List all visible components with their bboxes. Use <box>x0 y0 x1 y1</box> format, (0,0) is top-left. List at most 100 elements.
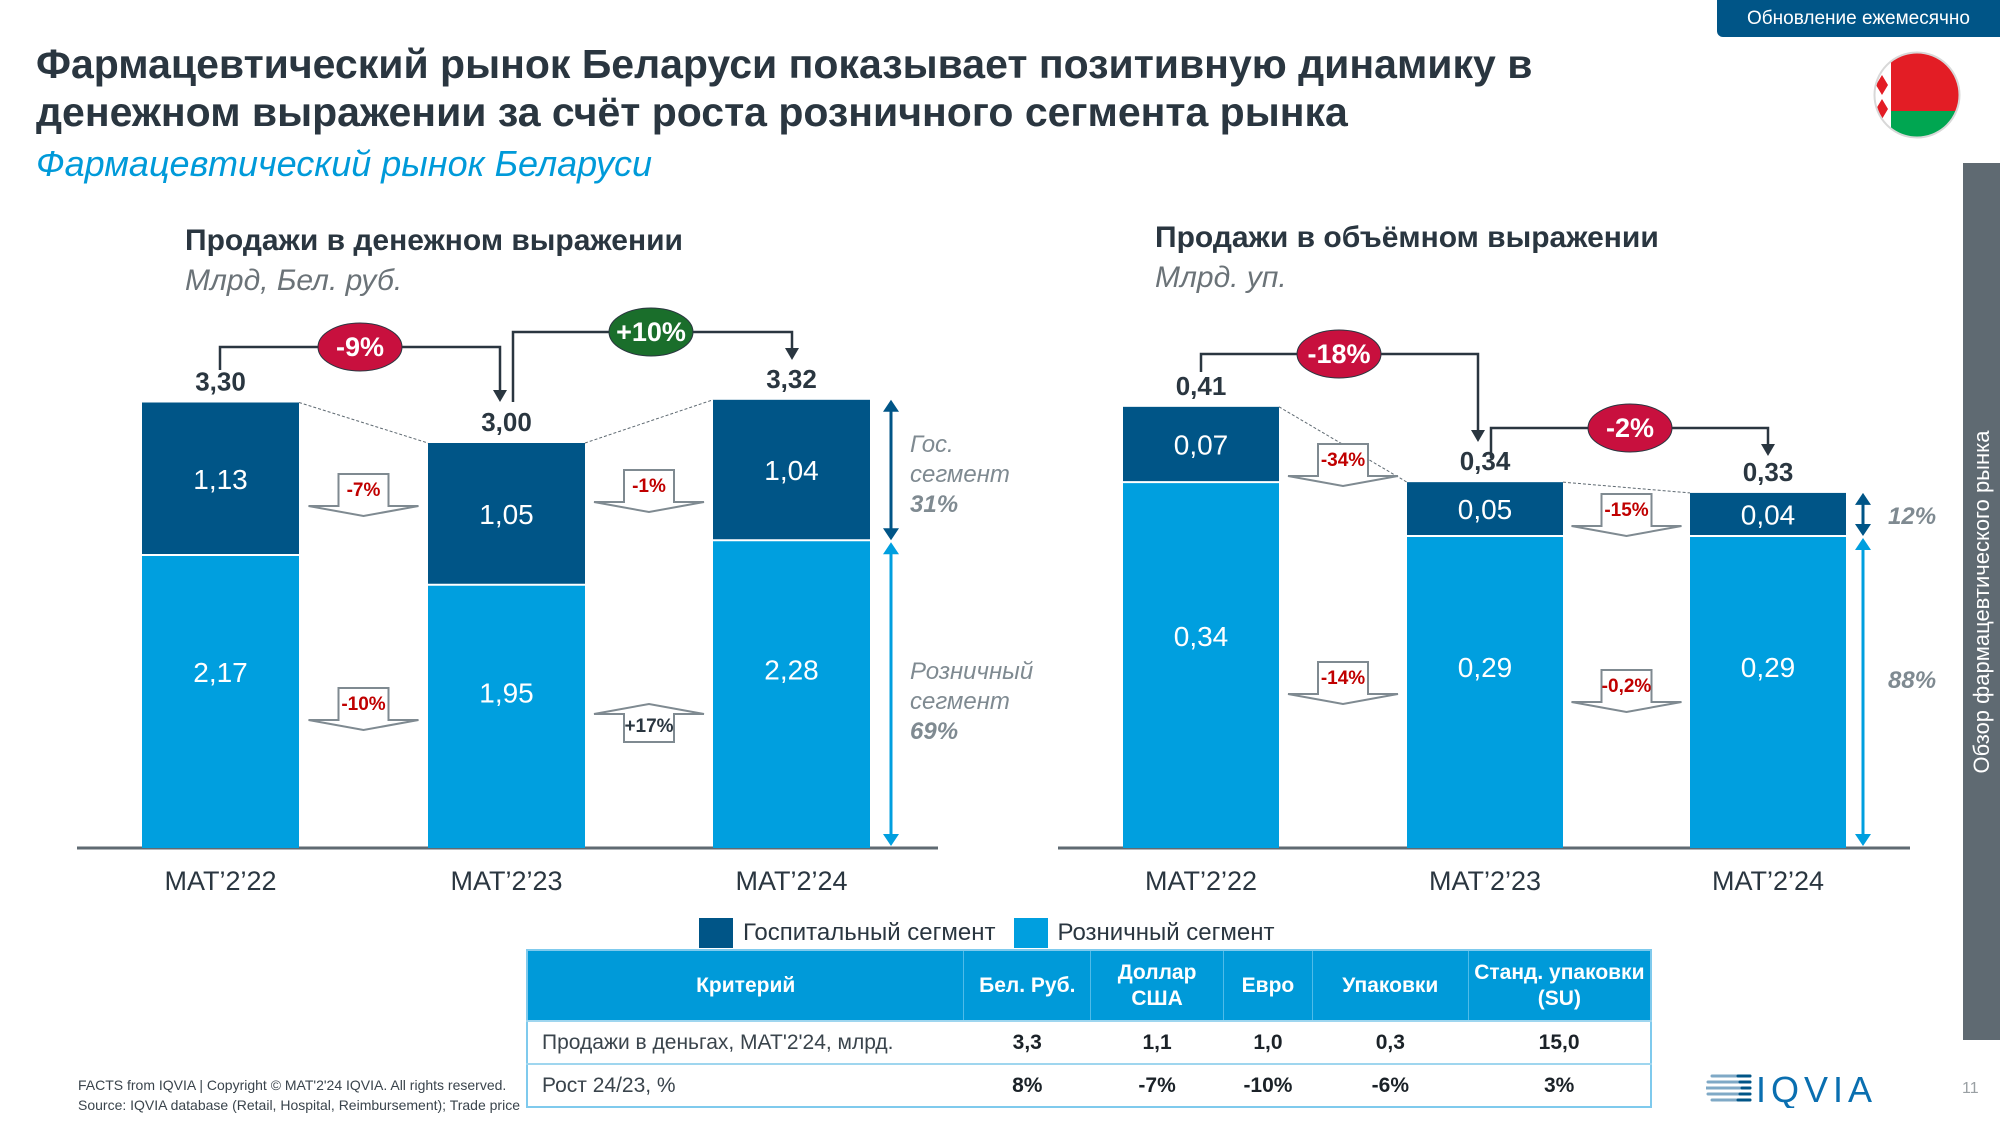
bar-hospital-segment <box>1690 492 1846 536</box>
hospital-share-label: 31% <box>910 491 958 518</box>
decrease-arrow-icon <box>1287 443 1399 488</box>
table-header: Критерий <box>527 950 964 1021</box>
arrow-down-icon <box>1471 430 1485 442</box>
bar-retail-segment <box>713 540 870 848</box>
double-arrow-icon <box>1855 492 1871 536</box>
segment-change-label: -34% <box>1321 450 1365 471</box>
change-badge <box>608 307 694 357</box>
decrease-arrow-icon <box>1287 661 1399 706</box>
bar-retail-value: 0,29 <box>1458 652 1513 683</box>
bar-hospital-value: 1,05 <box>479 499 534 530</box>
decrease-arrow-icon <box>1571 669 1682 714</box>
bar-hospital-segment <box>1123 406 1279 483</box>
footer-copyright: FACTS from IQVIA | Copyright © MAT'2'24 … <box>78 1077 507 1093</box>
legend-item-hospital: Госпитальный сегмент <box>699 918 996 948</box>
segment-change-label: -7% <box>347 480 381 501</box>
bar-hospital-value: 0,07 <box>1174 430 1229 461</box>
trend-connector <box>298 402 429 444</box>
belarus-flag-icon <box>1873 51 1961 139</box>
iqvia-logo-lines-icon <box>1706 1074 1752 1102</box>
footer-source: FACTS from IQVIA | Copyright © MAT'2'24 … <box>78 1075 520 1115</box>
hospital-share-label: 12% <box>1888 503 1936 530</box>
table-row: Рост 24/23, % 8% -7% -10% -6% 3% <box>527 1063 1651 1107</box>
retail-share-label: 69% <box>910 718 958 745</box>
bar-retail-segment <box>1690 535 1846 848</box>
table-cell: Продажи в деньгах, MAT'2'24, млрд. <box>527 1020 964 1064</box>
change-badge-label: -9% <box>336 332 384 362</box>
update-badge: Обновление ежемесячно <box>1717 0 2000 37</box>
table-cell: 3% <box>1468 1063 1651 1107</box>
change-badge-label: +10% <box>616 317 686 347</box>
bar-total-value: 3,00 <box>481 407 532 437</box>
bar-retail-value: 2,28 <box>764 654 819 685</box>
segment-change-label: -1% <box>632 476 666 497</box>
section-side-tab[interactable]: Обзор фармацевтического рынка <box>1963 163 2000 1040</box>
legend-swatch-hospital <box>699 918 733 948</box>
bar-retail-value: 2,17 <box>193 657 248 688</box>
table-cell: 1,1 <box>1090 1020 1224 1064</box>
x-tick-label: MAT’2’23 <box>1429 866 1541 896</box>
volume-chart-title: Продажи в объёмном выражении <box>1155 221 1659 254</box>
decrease-arrow-icon <box>308 687 419 732</box>
footer-source-line: Source: IQVIA database (Retail, Hospital… <box>78 1097 520 1113</box>
money-chart-title: Продажи в денежном выражении <box>185 224 683 257</box>
retail-share-label: Розничный <box>910 658 1033 685</box>
table-header: Упаковки <box>1311 950 1469 1021</box>
x-tick-label: MAT’2’22 <box>164 866 276 896</box>
increase-arrow-icon <box>593 702 705 743</box>
segment-change-label: +17% <box>624 716 673 737</box>
bar-hospital-value: 0,05 <box>1458 494 1513 525</box>
bar-retail-segment <box>1123 482 1279 848</box>
bar-total-value: 0,41 <box>1176 371 1227 401</box>
bar-retail-value: 1,95 <box>479 678 534 709</box>
table-cell: 1,0 <box>1223 1020 1313 1064</box>
change-badge <box>1587 403 1673 453</box>
retail-share-label: 88% <box>1888 667 1936 694</box>
money-chart-unit: Млрд, Бел. руб. <box>185 264 403 297</box>
table-header: Доллар США <box>1090 950 1224 1021</box>
change-badge-label: -2% <box>1606 413 1654 443</box>
volume-chart-unit: Млрд. уп. <box>1155 261 1287 294</box>
x-tick-label: MAT’2’24 <box>1712 866 1824 896</box>
x-tick-label: MAT’2’22 <box>1145 866 1257 896</box>
decrease-arrow-icon <box>1571 493 1682 538</box>
table-cell: -6% <box>1312 1063 1469 1107</box>
bar-hospital-segment <box>1407 482 1563 536</box>
bar-total-value: 0,34 <box>1460 446 1511 476</box>
table-cell: Рост 24/23, % <box>527 1063 964 1107</box>
table-header: Евро <box>1223 950 1313 1021</box>
page-subtitle: Фармацевтический рынок Беларуси <box>36 143 653 184</box>
criteria-table: Критерий Бел. Руб. Доллар США Евро Упако… <box>526 949 1652 1108</box>
arrow-down-icon <box>493 390 507 402</box>
table-header: Станд. упаковки (SU) <box>1467 950 1651 1021</box>
segment-change-label: -0,2% <box>1602 676 1652 697</box>
chart-legend: Госпитальный сегмент Розничный сегмент <box>699 915 1292 951</box>
segment-change-label: -14% <box>1321 668 1365 689</box>
table-cell: -10% <box>1223 1063 1313 1107</box>
decrease-arrow-icon <box>593 469 705 514</box>
x-tick-label: MAT’2’23 <box>450 866 562 896</box>
iqvia-logo-text: IQVIA <box>1756 1069 1877 1108</box>
legend-item-retail: Розничный сегмент <box>1013 918 1274 948</box>
retail-share-label: сегмент <box>910 688 1010 715</box>
arrow-down-icon <box>1761 444 1775 456</box>
arrow-down-icon <box>785 348 799 360</box>
bar-total-value: 3,30 <box>195 367 246 397</box>
bar-retail-segment <box>1407 535 1563 848</box>
bar-hospital-value: 1,13 <box>193 464 248 495</box>
table-row: Продажи в деньгах, MAT'2'24, млрд. 3,3 1… <box>527 1020 1651 1064</box>
table-cell: 15,0 <box>1468 1020 1651 1064</box>
x-tick-label: MAT’2’24 <box>735 866 847 896</box>
decrease-arrow-icon <box>308 473 419 518</box>
hospital-share-label: Гос. <box>910 431 954 458</box>
legend-swatch-retail <box>1013 918 1048 948</box>
change-badge <box>1296 329 1382 379</box>
bar-hospital-segment <box>713 399 870 541</box>
trend-connector <box>1562 481 1691 494</box>
volume-chart: 0,07 0,34 0,41 MAT’2’22 0,05 0,29 0,34 MAT’2’23… <box>1058 329 1936 896</box>
page-title: Фармацевтический рынок Беларуси показыва… <box>36 41 1533 135</box>
table-header: Бел. Руб. <box>963 950 1091 1021</box>
table-cell: 3,3 <box>963 1020 1091 1064</box>
table-cell: 0,3 <box>1312 1020 1469 1064</box>
table-header-row: Критерий Бел. Руб. Доллар США Евро Упако… <box>527 950 1651 1021</box>
